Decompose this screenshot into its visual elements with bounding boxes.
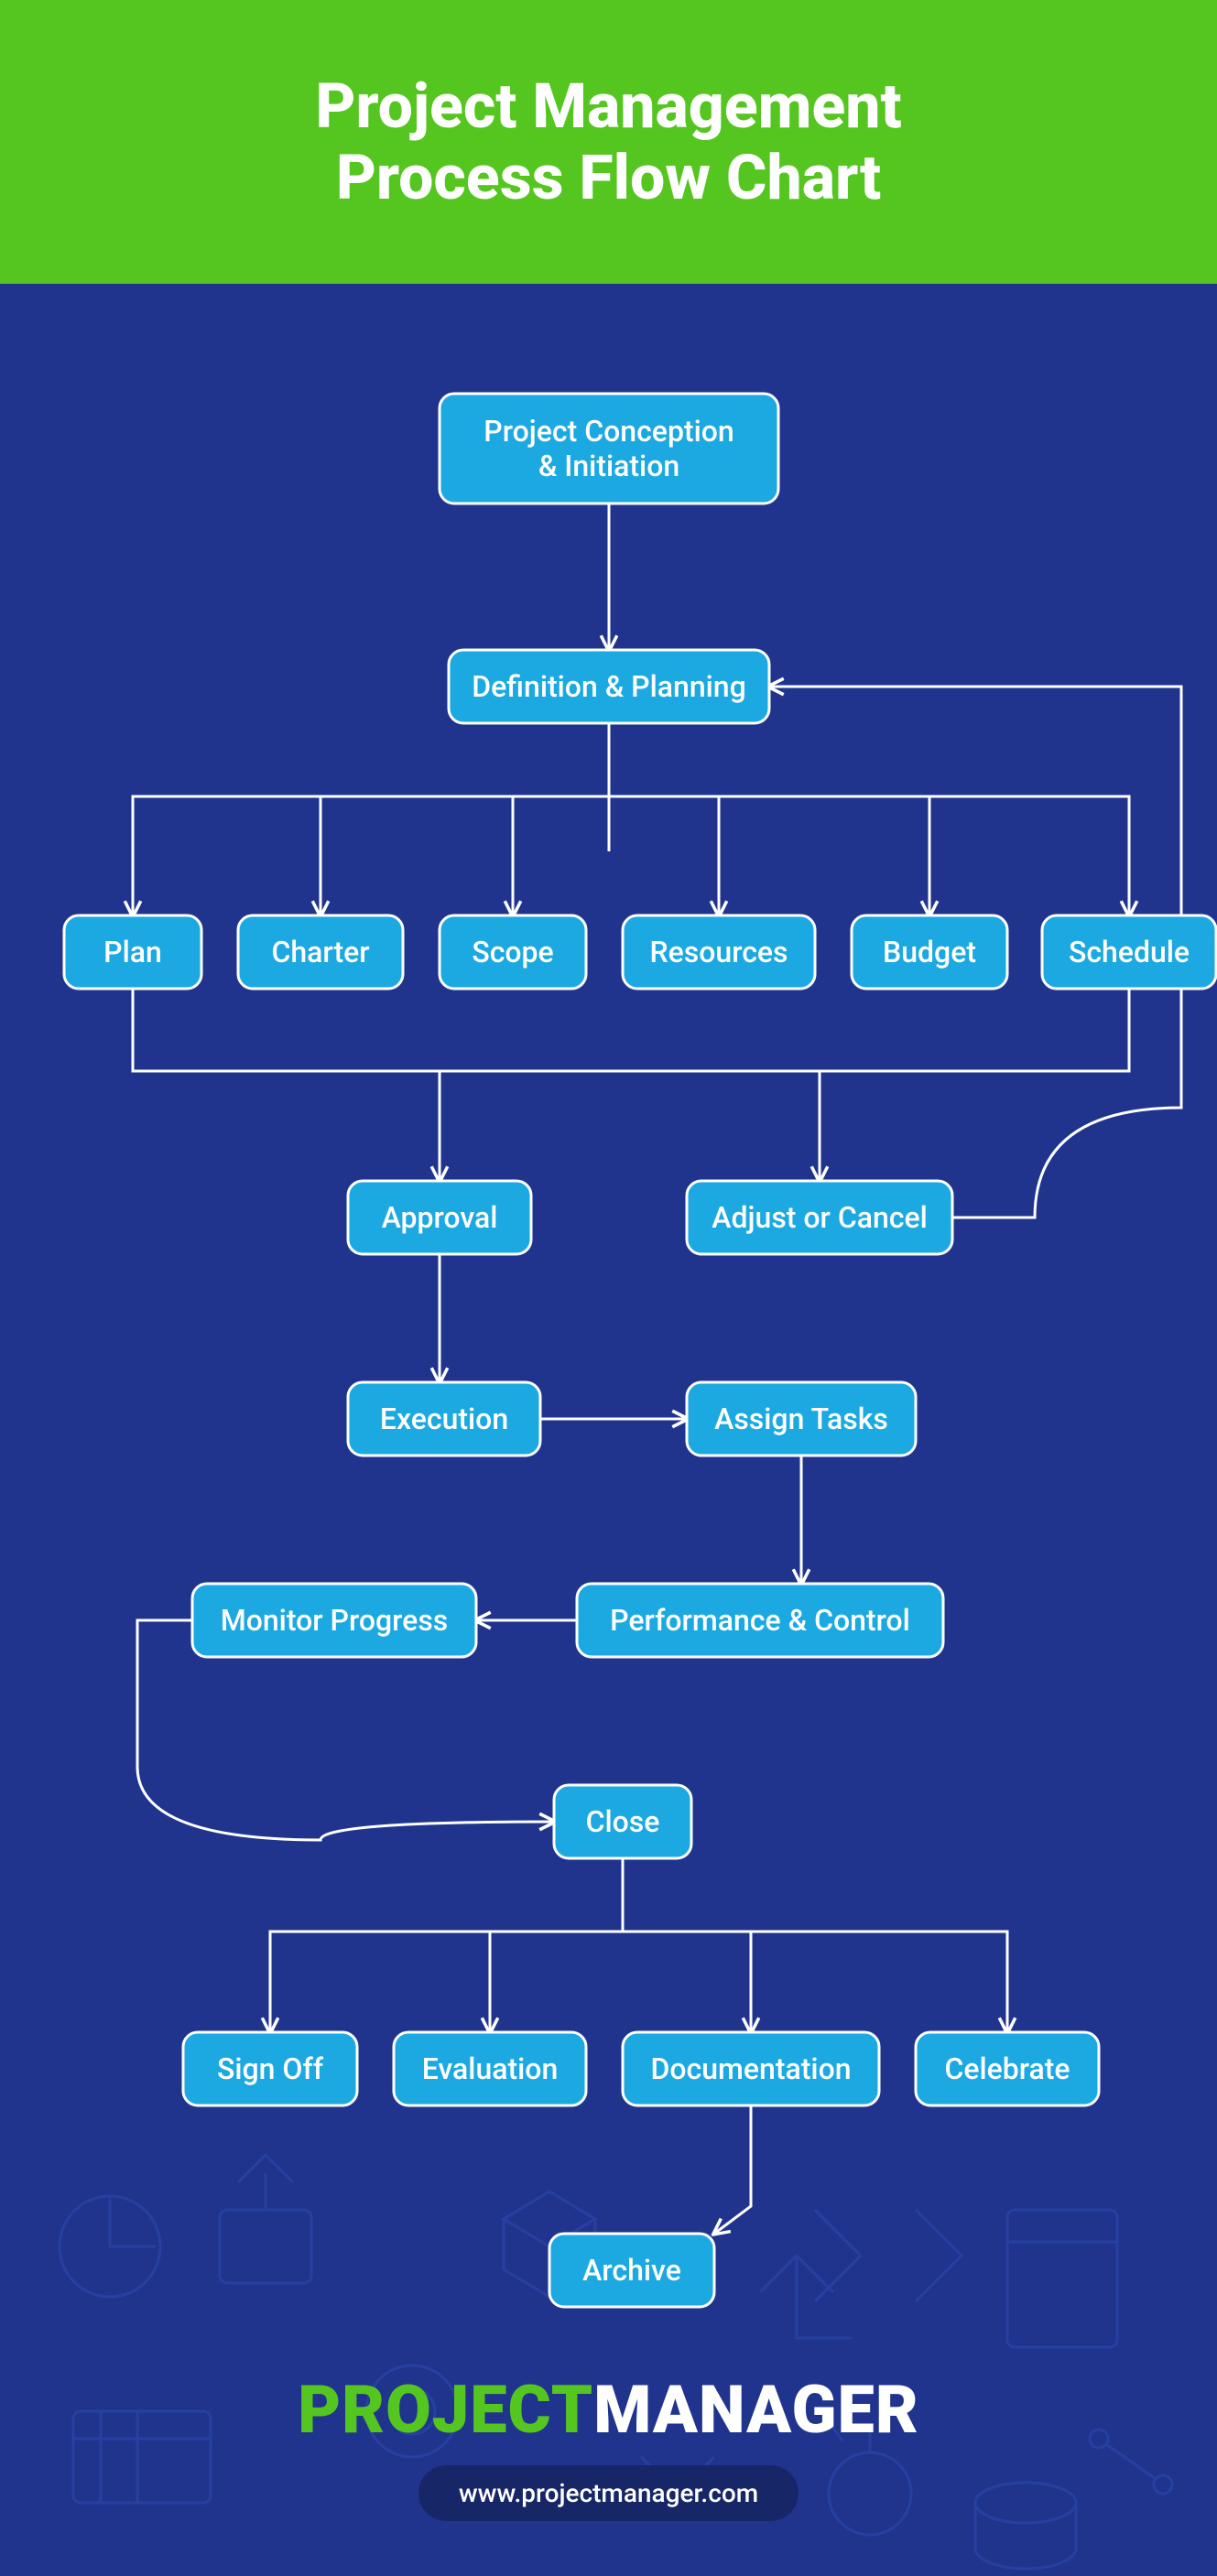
flow-edge: [623, 1932, 1007, 2032]
flow-node-label: Approval: [382, 1200, 498, 1235]
flow-node-label: Project Conception: [484, 414, 733, 449]
flow-node-label: Schedule: [1069, 935, 1190, 969]
flow-node-label: Sign Off: [217, 2051, 324, 2086]
flow-node-label: Definition & Planning: [472, 669, 745, 704]
footer-logo: PROJECTMANAGER: [298, 2371, 919, 2449]
flow-node-label: Documentation: [650, 2051, 851, 2086]
flow-node-budget: Budget: [852, 915, 1007, 989]
flow-edge: [133, 989, 1129, 1071]
flow-edge: [714, 2105, 751, 2234]
footer-url-text: www.projectmanager.com: [459, 2478, 758, 2508]
flow-node-scope: Scope: [440, 915, 586, 989]
flow-node-approval: Approval: [348, 1181, 531, 1254]
flow-node-label: Plan: [103, 935, 162, 969]
flow-edge: [270, 1858, 623, 2032]
flow-node-resources: Resources: [623, 915, 815, 989]
flow-node-label: Execution: [380, 1402, 508, 1436]
flow-node-perform: Performance & Control: [577, 1584, 943, 1657]
header-title: Project Management Process Flow Chart: [315, 70, 901, 213]
flow-node-adjust: Adjust or Cancel: [687, 1181, 952, 1254]
flow-node-label: Monitor Progress: [221, 1603, 449, 1638]
flow-node-label: Assign Tasks: [714, 1402, 888, 1436]
header-title-line2: Process Flow Chart: [336, 141, 881, 214]
flow-node-execution: Execution: [348, 1382, 540, 1456]
flow-node-signoff: Sign Off: [183, 2032, 357, 2105]
flow-node-label: Close: [586, 1804, 660, 1839]
flow-node-label: Adjust or Cancel: [712, 1200, 928, 1235]
flow-edge: [609, 796, 1129, 915]
footer-url-pill: www.projectmanager.com: [418, 2465, 799, 2521]
flow-node-label: Resources: [649, 935, 788, 969]
flow-node-label: Scope: [472, 935, 553, 969]
flow-node-label: Evaluation: [422, 2051, 559, 2086]
flow-node-label: Budget: [883, 935, 976, 969]
flow-node-monitor: Monitor Progress: [192, 1584, 476, 1657]
flowchart-canvas: Project Conception& Initiation Definition…: [0, 284, 1217, 2576]
flow-node-label: Celebrate: [944, 2051, 1070, 2086]
logo-part-1: PROJECT: [298, 2371, 593, 2449]
flow-node-documentation: Documentation: [623, 2032, 879, 2105]
logo-part-2: MANAGER: [593, 2371, 919, 2449]
flow-node-label: & Initiation: [538, 449, 679, 483]
footer: PROJECTMANAGER www.projectmanager.com: [0, 2274, 1217, 2576]
flow-node-plan: Plan: [64, 915, 201, 989]
flow-node-celebrate: Celebrate: [916, 2032, 1099, 2105]
flow-node-definition: Definition & Planning: [449, 650, 769, 723]
flow-node-label: Performance & Control: [610, 1603, 910, 1638]
flow-node-schedule: Schedule: [1042, 915, 1216, 989]
flow-node-conception: Project Conception& Initiation: [440, 394, 778, 503]
header-title-line1: Project Management: [315, 70, 901, 143]
flow-node-assign: Assign Tasks: [687, 1382, 916, 1456]
header-banner: Project Management Process Flow Chart: [0, 0, 1217, 284]
infographic-root: Project Management Process Flow Chart Pr…: [0, 0, 1217, 2576]
flow-node-close: Close: [554, 1785, 691, 1858]
flow-node-evaluation: Evaluation: [394, 2032, 586, 2105]
flow-node-charter: Charter: [238, 915, 403, 989]
flow-node-label: Charter: [271, 935, 369, 969]
flow-edge: [133, 723, 609, 915]
